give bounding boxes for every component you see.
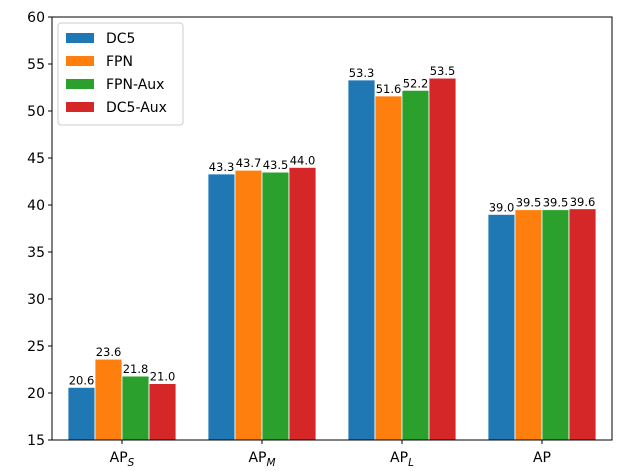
bar-value-label: 53.3: [349, 66, 375, 80]
bar-value-label: 39.5: [543, 196, 569, 210]
x-tick-label-main: AP: [248, 450, 266, 466]
bar-value-label: 43.3: [209, 160, 235, 174]
y-tick-label: 45: [27, 151, 45, 167]
x-tick-label-main: AP: [110, 450, 128, 466]
bar-dc5-aux-0: [148, 383, 177, 441]
y-tick-label: 40: [27, 198, 45, 214]
legend-label: FPN-Aux: [106, 77, 164, 93]
bar-value-label: 39.0: [489, 200, 515, 214]
legend-swatch-fpn: [66, 56, 94, 66]
bar-value-label: 51.6: [376, 82, 402, 96]
x-tick-label-main: AP: [533, 450, 551, 466]
bar-value-label: 52.2: [403, 76, 429, 90]
bar-dc5-aux-3: [568, 208, 597, 441]
bar-dc5-1: [207, 173, 236, 441]
bar-value-label: 43.5: [263, 158, 289, 172]
y-tick-label: 15: [27, 433, 45, 449]
bar-fpn-aux-0: [121, 375, 150, 441]
bar-value-label: 20.6: [69, 373, 95, 387]
bar-dc5-2: [347, 79, 376, 441]
bar-value-label: 53.5: [430, 64, 456, 78]
x-tick-label: APM: [248, 450, 275, 469]
legend-swatch-dc5: [66, 33, 94, 43]
legend-swatch-dc5-aux: [66, 102, 94, 112]
bar-fpn-aux-1: [261, 171, 290, 441]
x-tick-label-subscript: M: [266, 457, 275, 469]
bar-value-label: 44.0: [290, 153, 316, 167]
y-tick-label: 20: [27, 386, 45, 402]
legend-label: DC5: [106, 31, 135, 47]
bar-value-label: 23.6: [96, 345, 122, 359]
legend-box: [57, 22, 184, 126]
bar-dc5-aux-2: [428, 77, 457, 441]
y-tick-label: 30: [27, 292, 45, 308]
y-tick-label: 35: [27, 245, 45, 261]
bar-value-label: 43.7: [236, 156, 262, 170]
legend: DC5 FPN FPN-Aux DC5-Aux: [57, 22, 184, 126]
y-tick-label: 60: [27, 10, 45, 26]
bar-value-label: 39.6: [570, 195, 596, 209]
y-tick-label: 55: [27, 57, 45, 73]
plot-frame: [51, 16, 613, 441]
bar-fpn-aux-3: [541, 209, 570, 441]
bar-dc5-aux-1: [288, 166, 317, 441]
x-tick-label-main: AP: [390, 450, 408, 466]
bar-fpn-0: [94, 358, 123, 441]
bar-fpn-3: [514, 209, 543, 441]
bar-dc5-0: [67, 386, 96, 441]
y-tick-label: 50: [27, 104, 45, 120]
bar-fpn-2: [374, 95, 403, 441]
x-tick-label-subscript: S: [128, 457, 135, 469]
bar-value-label: 39.5: [516, 196, 542, 210]
bar-fpn-1: [234, 169, 263, 441]
x-tick-label: AP: [533, 450, 551, 466]
x-axis: APS APM APL AP: [110, 440, 551, 469]
bar-value-label: 21.8: [123, 362, 149, 376]
y-axis: 15 20 25 30 35 40 45 50 55 60: [27, 10, 52, 449]
bar-fpn-aux-2: [401, 89, 430, 441]
bar-dc5-3: [487, 213, 516, 441]
legend-label: FPN: [106, 54, 133, 70]
x-tick-label: APL: [390, 450, 414, 469]
bar-value-label: 21.0: [150, 370, 176, 384]
legend-label: DC5-Aux: [106, 100, 167, 116]
legend-swatch-fpn-aux: [66, 79, 94, 89]
x-tick-label: APS: [110, 450, 135, 469]
x-tick-label-subscript: L: [408, 457, 414, 469]
y-tick-label: 25: [27, 339, 45, 355]
bar-labels-layer: 20.623.621.821.0 43.3 43.7 43.5 44.0 53.351.6…: [69, 64, 596, 387]
bars-layer: [67, 77, 597, 441]
